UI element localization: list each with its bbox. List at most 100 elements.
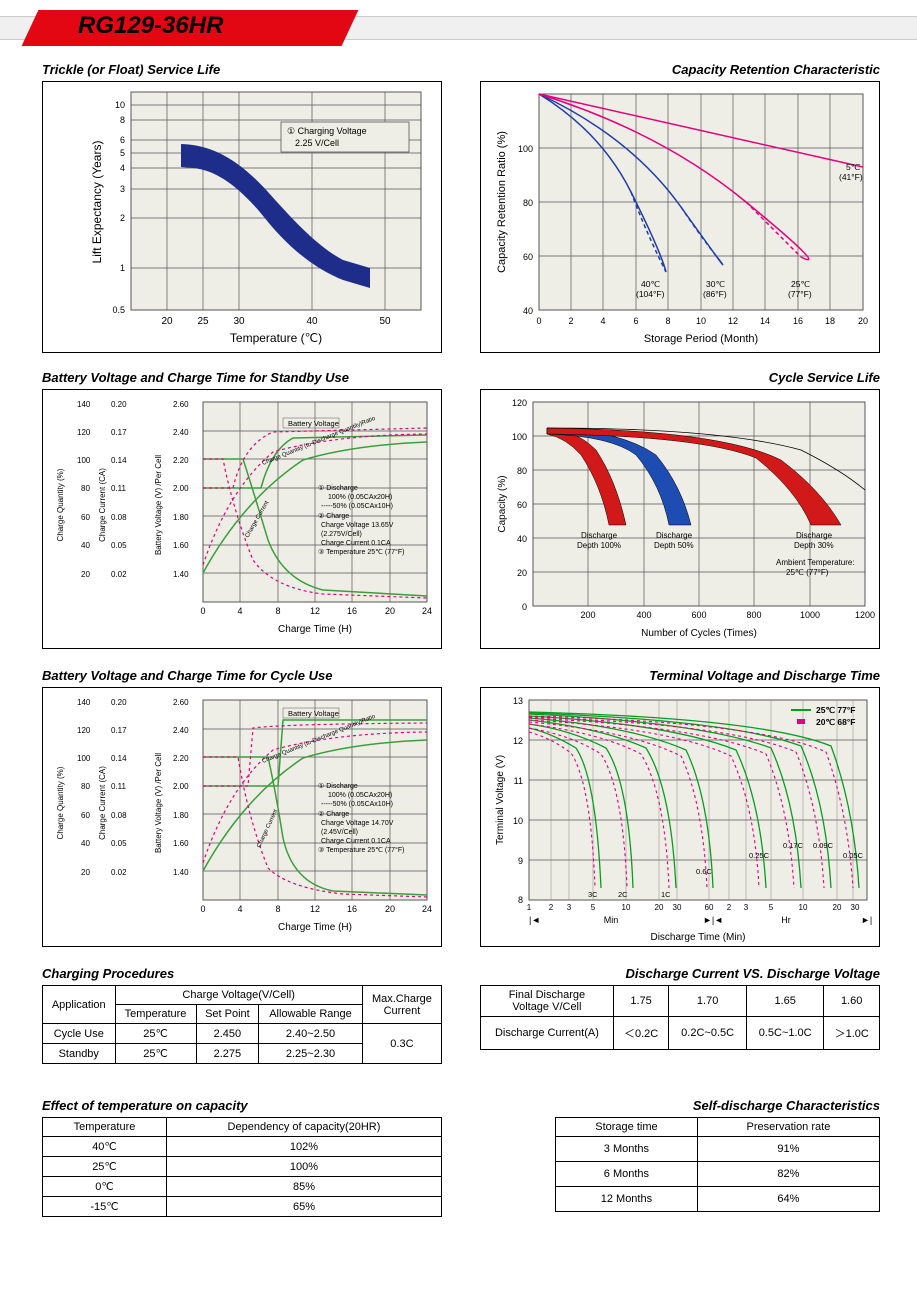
svg-text:6: 6 bbox=[120, 135, 125, 145]
svg-text:3: 3 bbox=[567, 903, 572, 912]
svg-text:10: 10 bbox=[115, 100, 125, 110]
svg-text:① Discharge: ① Discharge bbox=[318, 484, 358, 492]
svg-text:2: 2 bbox=[568, 316, 573, 326]
svg-text:1C: 1C bbox=[661, 890, 671, 899]
r1-ar: 2.25~2.30 bbox=[259, 1044, 363, 1064]
retention-chart: 40℃(104°F) 30℃(86°F) 25℃(77°F) 5℃(41°F) … bbox=[480, 81, 880, 353]
svg-text:Discharge Time (Min): Discharge Time (Min) bbox=[650, 932, 745, 943]
svg-text:5℃: 5℃ bbox=[846, 162, 861, 172]
svg-text:0.20: 0.20 bbox=[111, 698, 127, 707]
svg-text:5: 5 bbox=[769, 903, 774, 912]
svg-text:5: 5 bbox=[591, 903, 596, 912]
svg-text:Charge Quantity (%): Charge Quantity (%) bbox=[56, 468, 65, 541]
discharge-vs-section: Discharge Current VS. Discharge Voltage … bbox=[480, 966, 880, 1050]
svg-text:0.6C: 0.6C bbox=[696, 867, 712, 876]
svg-text:100: 100 bbox=[77, 456, 91, 465]
svg-text:0.11: 0.11 bbox=[111, 782, 127, 791]
svg-text:40: 40 bbox=[81, 541, 90, 550]
svg-text:140: 140 bbox=[77, 400, 91, 409]
svg-text:(41°F): (41°F) bbox=[839, 172, 863, 182]
trickle-section: Trickle (or Float) Service Life bbox=[42, 62, 442, 353]
svg-text:Battery Voltage (V) /Per Cell: Battery Voltage (V) /Per Cell bbox=[154, 753, 163, 853]
svg-text:0: 0 bbox=[522, 602, 527, 612]
svg-text:1200: 1200 bbox=[855, 610, 875, 620]
svg-text:1: 1 bbox=[120, 263, 125, 273]
trickle-chart: ① Charging Voltage 2.25 V/Cell 0.5 1 2 3… bbox=[42, 81, 442, 353]
h-max: Max.Charge Current bbox=[362, 986, 441, 1024]
retention-title: Capacity Retention Characteristic bbox=[480, 62, 880, 77]
h-ar: Allowable Range bbox=[259, 1005, 363, 1024]
svg-text:|◄: |◄ bbox=[529, 915, 540, 925]
svg-text:2.00: 2.00 bbox=[173, 484, 189, 493]
svg-text:30℃: 30℃ bbox=[706, 279, 725, 289]
svg-text:0.14: 0.14 bbox=[111, 754, 127, 763]
svg-text:2: 2 bbox=[120, 213, 125, 223]
svg-text:Battery Voltage (V) /Per Cell: Battery Voltage (V) /Per Cell bbox=[154, 455, 163, 555]
self-discharge-section: Self-discharge Characteristics Storage t… bbox=[555, 1098, 880, 1212]
svg-text:100: 100 bbox=[512, 432, 527, 442]
svg-text:0.11: 0.11 bbox=[111, 484, 127, 493]
svg-text:12: 12 bbox=[728, 316, 738, 326]
discharge-vs-title: Discharge Current VS. Discharge Voltage bbox=[480, 966, 880, 981]
r0-sp: 2.450 bbox=[196, 1024, 259, 1044]
sd-h2: Preservation rate bbox=[697, 1118, 879, 1137]
svg-text:12: 12 bbox=[310, 606, 320, 616]
h-sp: Set Point bbox=[196, 1005, 259, 1024]
svg-text:25℃: 25℃ bbox=[791, 279, 810, 289]
svg-text:0.5: 0.5 bbox=[112, 305, 125, 315]
svg-text:80: 80 bbox=[81, 782, 90, 791]
svg-text:►|: ►| bbox=[861, 915, 872, 925]
svg-text:Battery Voltage: Battery Voltage bbox=[288, 709, 339, 718]
terminal-title: Terminal Voltage and Discharge Time bbox=[480, 668, 880, 683]
svg-text:Number of Cycles (Times): Number of Cycles (Times) bbox=[641, 628, 757, 639]
temp-cap-section: Effect of temperature on capacity Temper… bbox=[42, 1098, 442, 1217]
svg-text:0.02: 0.02 bbox=[111, 868, 127, 877]
svg-text:Capacity Retention Ratio (%): Capacity Retention Ratio (%) bbox=[496, 131, 508, 273]
svg-text:4: 4 bbox=[237, 904, 242, 914]
dv-v1: 1.70 bbox=[669, 986, 747, 1017]
svg-text:(104°F): (104°F) bbox=[636, 289, 665, 299]
svg-text:0.08: 0.08 bbox=[111, 811, 127, 820]
r1-sp: 2.275 bbox=[196, 1044, 259, 1064]
charging-proc-title: Charging Procedures bbox=[42, 966, 442, 981]
svg-text:11: 11 bbox=[514, 776, 523, 786]
svg-text:Depth 100%: Depth 100% bbox=[577, 541, 621, 550]
r0-ar: 2.40~2.50 bbox=[259, 1024, 363, 1044]
svg-text:80: 80 bbox=[517, 466, 527, 476]
svg-text:Depth 30%: Depth 30% bbox=[794, 541, 834, 550]
svg-text:600: 600 bbox=[691, 610, 706, 620]
cycle-life-section: Cycle Service Life DischargeDepth 100% D… bbox=[480, 370, 880, 649]
svg-text:Ambient Temperature:: Ambient Temperature: bbox=[776, 558, 855, 567]
svg-text:24: 24 bbox=[422, 606, 432, 616]
svg-text:0.09C: 0.09C bbox=[813, 841, 834, 850]
svg-text:Capacity (%): Capacity (%) bbox=[497, 475, 508, 532]
discharge-vs-table: Final Discharge Voltage V/Cell 1.75 1.70… bbox=[480, 985, 880, 1050]
dv-c3: ＞1.0C bbox=[824, 1017, 880, 1050]
r1-temp: 25℃ bbox=[115, 1044, 196, 1064]
svg-text:20: 20 bbox=[385, 606, 395, 616]
svg-text:9: 9 bbox=[518, 856, 523, 866]
svg-text:1.80: 1.80 bbox=[173, 513, 189, 522]
svg-text:80: 80 bbox=[523, 198, 533, 208]
self-discharge-title: Self-discharge Characteristics bbox=[555, 1098, 880, 1113]
dv-h1: Final Discharge Voltage V/Cell bbox=[481, 986, 614, 1017]
svg-text:-----50% (0.05CAx10H): -----50% (0.05CAx10H) bbox=[321, 503, 393, 510]
svg-text:80: 80 bbox=[81, 484, 90, 493]
svg-text:0: 0 bbox=[536, 316, 541, 326]
r0-temp: 25℃ bbox=[115, 1024, 196, 1044]
svg-text:40: 40 bbox=[81, 839, 90, 848]
svg-text:8: 8 bbox=[665, 316, 670, 326]
svg-text:20: 20 bbox=[655, 903, 664, 912]
svg-text:40: 40 bbox=[523, 306, 533, 316]
svg-text:20℃ 68°F: 20℃ 68°F bbox=[816, 717, 855, 727]
svg-text:8: 8 bbox=[275, 904, 280, 914]
svg-text:8: 8 bbox=[518, 895, 523, 905]
svg-text:100: 100 bbox=[77, 754, 91, 763]
svg-text:③ Temperature 25℃ (77°F): ③ Temperature 25℃ (77°F) bbox=[318, 846, 404, 854]
svg-text:13: 13 bbox=[513, 696, 523, 706]
svg-text:Storage Period (Month): Storage Period (Month) bbox=[644, 333, 758, 345]
svg-text:200: 200 bbox=[580, 610, 595, 620]
svg-text:0.20: 0.20 bbox=[111, 400, 127, 409]
charge-cycle-chart: Battery Voltage Charge Quantity (to-Disc… bbox=[42, 687, 442, 947]
product-title: RG129-36HR bbox=[78, 12, 223, 40]
